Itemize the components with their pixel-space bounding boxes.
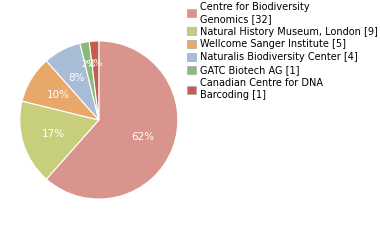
Legend: Centre for Biodiversity
Genomics [32], Natural History Museum, London [9], Wellc: Centre for Biodiversity Genomics [32], N… bbox=[185, 0, 380, 102]
Wedge shape bbox=[20, 101, 99, 179]
Text: 17%: 17% bbox=[42, 129, 65, 139]
Wedge shape bbox=[46, 41, 178, 199]
Text: 62%: 62% bbox=[131, 132, 155, 142]
Text: 2%: 2% bbox=[88, 59, 103, 68]
Text: 8%: 8% bbox=[68, 73, 85, 83]
Text: 10%: 10% bbox=[47, 90, 70, 101]
Text: 2%: 2% bbox=[81, 60, 96, 69]
Wedge shape bbox=[89, 41, 99, 120]
Wedge shape bbox=[80, 42, 99, 120]
Wedge shape bbox=[22, 61, 99, 120]
Wedge shape bbox=[46, 43, 99, 120]
